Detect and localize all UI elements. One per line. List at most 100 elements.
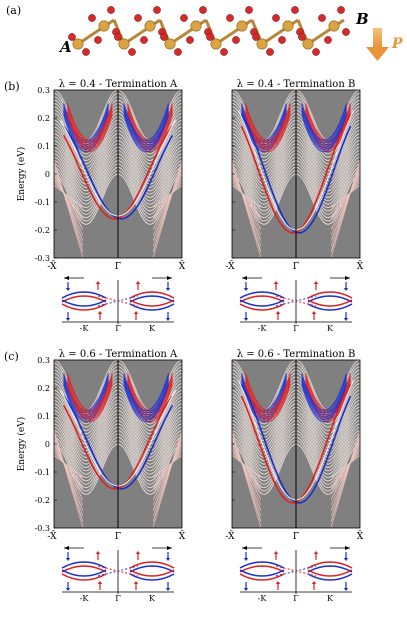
bulk-band xyxy=(152,184,182,208)
bulk-band xyxy=(152,452,182,484)
surface-band xyxy=(127,107,173,146)
panel-title: λ = 0.4 - Termination B xyxy=(237,79,356,90)
inset-band xyxy=(61,299,107,307)
inset-crossing xyxy=(275,295,317,307)
energy-tick-label: 0.1 xyxy=(37,142,50,151)
energy-tick-label: -0.1 xyxy=(35,198,50,207)
bulk-band xyxy=(232,179,262,219)
energy-tick-label: 0 xyxy=(45,440,50,449)
red-atom xyxy=(266,48,274,56)
energy-tick-label: -0.3 xyxy=(35,524,50,533)
surface-band xyxy=(301,109,348,148)
k-label-gamma: Γ̄ xyxy=(293,262,299,272)
panel-label-a: (a) xyxy=(6,4,21,17)
k-label-x: X̄ xyxy=(179,530,186,542)
atom-label-B: B xyxy=(355,10,369,28)
spin-arrow-icon xyxy=(135,551,141,554)
inset-band xyxy=(61,569,107,577)
bulk-band xyxy=(330,438,360,511)
spin-arrow-icon xyxy=(275,581,281,584)
surface-band xyxy=(66,103,113,141)
bulk-band xyxy=(54,168,84,241)
spin-arrow-icon xyxy=(243,558,249,561)
inset-band xyxy=(307,565,353,573)
bulk-band xyxy=(330,165,360,247)
inset-band xyxy=(129,299,175,307)
gold-atom xyxy=(164,38,176,50)
surface-band xyxy=(66,375,113,414)
panel-title: λ = 0.6 - Termination A xyxy=(59,349,178,360)
gold-atom xyxy=(144,20,156,32)
bulk-band xyxy=(330,170,360,236)
surface-band xyxy=(127,377,173,416)
bulk-band xyxy=(152,170,182,236)
spin-arrow-icon xyxy=(95,281,101,284)
surface-band xyxy=(301,114,348,153)
bulk-band xyxy=(54,162,84,252)
inset-band xyxy=(61,303,107,311)
surface-band xyxy=(123,109,170,148)
k-label-gamma: Γ̄ xyxy=(293,532,299,542)
bulk-band xyxy=(152,162,182,252)
inset-band xyxy=(239,573,285,581)
bulk-band xyxy=(54,432,84,522)
bulk-band xyxy=(54,454,84,478)
surface-band xyxy=(66,114,113,153)
bulk-band xyxy=(54,435,84,517)
bulk-band xyxy=(54,438,84,511)
spin-arrow-icon xyxy=(243,318,249,321)
bulk-band xyxy=(232,452,262,484)
polarization-label: P xyxy=(391,36,403,52)
inset-schematic: -K Γ K xyxy=(239,276,353,333)
crystal-structure xyxy=(68,6,350,56)
spin-arrow-icon xyxy=(65,558,71,561)
red-atom xyxy=(232,36,240,44)
spin-arrow-icon xyxy=(343,288,349,291)
bulk-band xyxy=(232,446,262,495)
spin-arrow-icon xyxy=(343,318,349,321)
energy-tick-label: 0.2 xyxy=(37,384,50,393)
surface-band xyxy=(66,107,113,146)
red-atom xyxy=(206,33,214,41)
red-atom xyxy=(278,36,286,44)
bulk-band xyxy=(330,176,360,225)
inset-band xyxy=(129,573,175,581)
spin-arrow-icon xyxy=(343,558,349,561)
spin-arrow-icon xyxy=(165,288,171,291)
gold-atom xyxy=(118,38,130,50)
bulk-band xyxy=(152,443,182,500)
inset-band xyxy=(129,291,175,299)
gold-atom xyxy=(302,38,314,50)
spin-arrow-icon xyxy=(273,281,279,284)
left-arrow-icon xyxy=(64,276,69,280)
bulk-band xyxy=(330,182,360,214)
inset-label-k: K xyxy=(327,594,334,603)
inset-band xyxy=(307,573,353,581)
spin-arrow-icon xyxy=(97,311,103,314)
surface-band xyxy=(123,384,170,423)
atom-label-A: A xyxy=(58,38,72,56)
surface-band xyxy=(301,379,348,418)
inset-label-minus-k: -K xyxy=(80,594,90,603)
panel-label-b: (b) xyxy=(4,80,20,93)
inset-label-k: K xyxy=(327,324,334,333)
surface-band xyxy=(66,109,113,148)
bulk-band xyxy=(330,435,360,517)
spin-arrow-icon xyxy=(311,311,317,314)
bulk-band xyxy=(232,432,262,522)
inset-band xyxy=(307,295,353,303)
inset-band xyxy=(239,295,285,303)
bulk-band xyxy=(232,184,262,208)
spin-arrow-icon xyxy=(65,318,71,321)
spin-arrow-icon xyxy=(313,281,319,284)
bulk-band xyxy=(152,446,182,495)
red-atom xyxy=(252,33,260,41)
gold-atom xyxy=(190,20,202,32)
bulk-band xyxy=(330,432,360,522)
red-atom xyxy=(324,36,332,44)
bulk-band xyxy=(232,182,262,214)
bulk-band xyxy=(330,446,360,495)
surface-band xyxy=(244,114,291,153)
bulk-band xyxy=(152,165,182,247)
surface-band xyxy=(244,103,291,141)
